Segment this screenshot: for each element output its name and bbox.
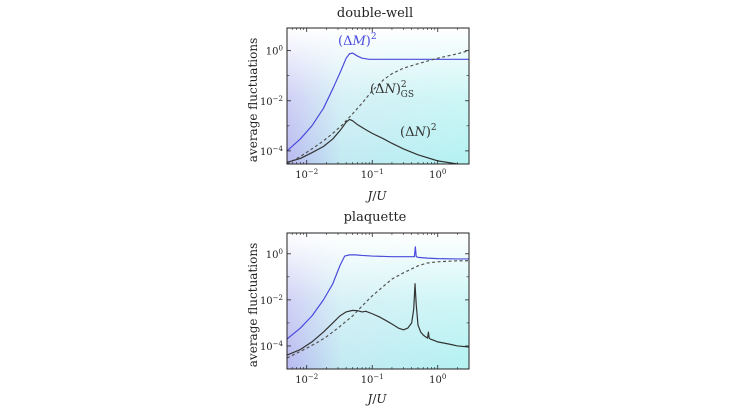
series-group [287,246,469,359]
series-group [287,50,469,164]
x-tick-label: 10−1 [361,373,384,386]
series-line-2 [287,283,469,356]
plot-area: 10−2 10−1 100 10−4 10−2 100 [260,232,470,386]
x-axis-label: J/U [365,189,388,203]
chart-title: plaquette [344,210,407,225]
y-tick-label: 10−2 [260,294,283,307]
y-axis-label: average fluctuations [246,38,260,162]
y-axis-label: average fluctuations [246,243,260,367]
annotation-delta-m-squared: (ΔM)2 [338,32,377,49]
x-tick-label: 10−2 [295,373,318,386]
series-line-1 [287,260,469,359]
y-tick-label: 10−2 [260,95,283,108]
x-tick-label: 10−1 [361,168,384,181]
y-tick-label: 100 [266,45,283,58]
chart-panel-plaquette: plaquette average fluctuations 10−2 10−1 1… [246,210,470,406]
y-tick-label: 10−4 [260,145,284,158]
chart-title: double-well [337,6,413,21]
plot-background-fade [287,28,469,164]
chart-panel-double-well: double-well average fluctuations 10−2 10−… [246,6,470,203]
annotation-delta-n-squared: (ΔN)2 [400,123,437,140]
annotation-delta-n-gs-squared: (ΔN)2 GS [370,80,414,100]
x-tick-label: 100 [429,168,446,181]
series-line-n-2-gs [287,50,469,164]
x-tick-label: 100 [429,373,446,386]
y-tick-label: 100 [266,248,283,261]
series-line-m-2 [287,52,469,152]
plot-area: 10−2 10−1 100 10−4 10−2 100 [260,27,470,181]
x-axis-label: J/U [365,392,388,406]
series-line-0 [287,246,469,340]
x-tick-label: 10−2 [295,168,318,181]
y-tick-label: 10−4 [260,340,284,353]
series-line-n-2 [287,118,467,164]
plot-background-fade [287,233,469,369]
plot-frame [286,27,470,165]
plot-frame [286,232,470,370]
